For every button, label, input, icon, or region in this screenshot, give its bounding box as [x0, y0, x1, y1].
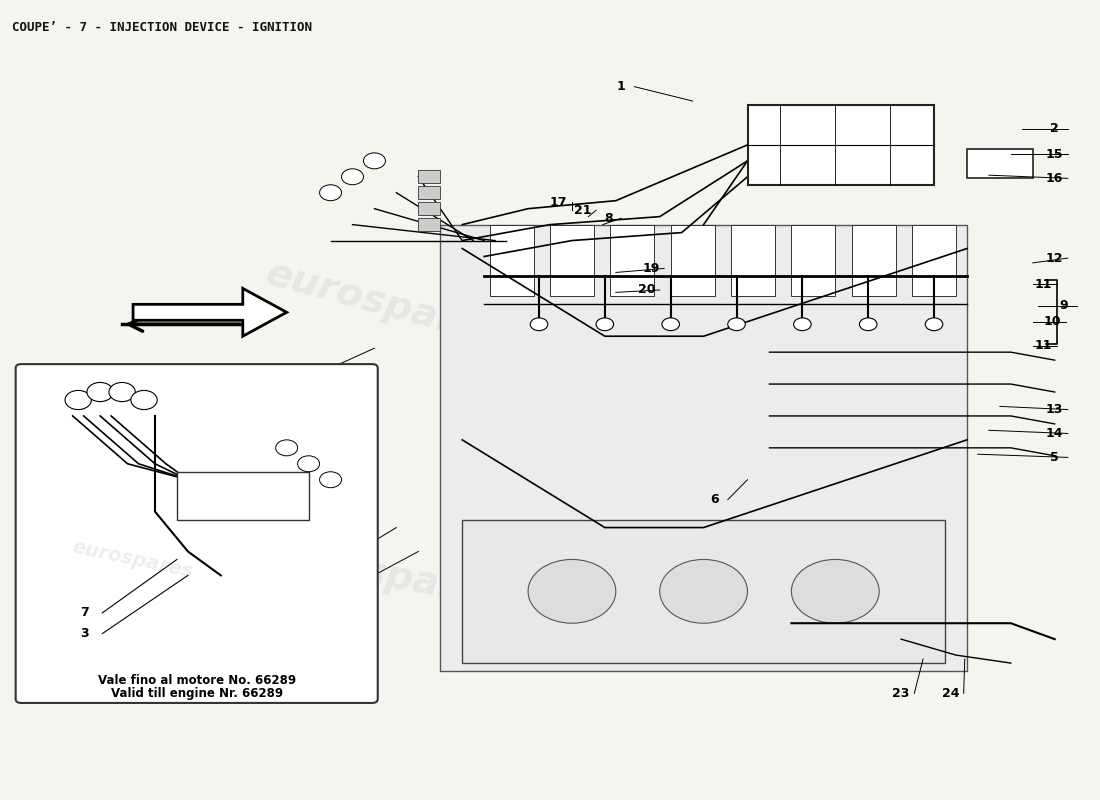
Text: COUPE’ - 7 - INJECTION DEVICE - IGNITION: COUPE’ - 7 - INJECTION DEVICE - IGNITION — [12, 22, 312, 34]
Text: 4: 4 — [305, 394, 314, 406]
Circle shape — [859, 318, 877, 330]
Circle shape — [109, 382, 135, 402]
Text: 21: 21 — [574, 204, 592, 217]
Polygon shape — [732, 225, 774, 296]
Text: 15: 15 — [1046, 148, 1064, 161]
Circle shape — [320, 472, 341, 488]
Circle shape — [528, 559, 616, 623]
Text: 3: 3 — [80, 627, 89, 640]
Text: 12: 12 — [1046, 251, 1064, 265]
Circle shape — [276, 440, 298, 456]
Polygon shape — [418, 202, 440, 215]
Text: 2: 2 — [1050, 122, 1059, 135]
Text: 20: 20 — [638, 283, 656, 297]
Polygon shape — [440, 225, 967, 671]
Polygon shape — [912, 225, 956, 296]
Text: 13: 13 — [1046, 403, 1064, 416]
Polygon shape — [490, 225, 534, 296]
Text: Vale fino al motore No. 66289: Vale fino al motore No. 66289 — [98, 674, 296, 687]
Polygon shape — [177, 472, 309, 519]
Polygon shape — [418, 186, 440, 199]
Polygon shape — [133, 288, 287, 336]
Circle shape — [793, 318, 811, 330]
Polygon shape — [671, 225, 715, 296]
Circle shape — [87, 382, 113, 402]
Polygon shape — [610, 225, 654, 296]
Text: 24: 24 — [942, 687, 959, 700]
Text: eurospares: eurospares — [667, 535, 915, 615]
Polygon shape — [418, 218, 440, 231]
Circle shape — [320, 185, 341, 201]
Text: 11: 11 — [1035, 339, 1053, 352]
Text: 14: 14 — [1046, 427, 1064, 440]
Circle shape — [65, 390, 91, 410]
Circle shape — [791, 559, 879, 623]
Text: Valid till engine Nr. 66289: Valid till engine Nr. 66289 — [111, 687, 283, 700]
Polygon shape — [851, 225, 895, 296]
Text: 6: 6 — [711, 493, 719, 506]
Text: 16: 16 — [1046, 172, 1064, 185]
Text: eurospares: eurospares — [261, 535, 509, 615]
Text: 18: 18 — [300, 422, 317, 434]
Text: eurospares: eurospares — [70, 538, 196, 582]
Circle shape — [925, 318, 943, 330]
Text: 10: 10 — [333, 577, 350, 590]
Text: eurospares: eurospares — [667, 320, 915, 400]
Polygon shape — [418, 170, 440, 183]
Text: 1: 1 — [617, 80, 626, 93]
Polygon shape — [462, 519, 945, 663]
Text: 9: 9 — [1059, 299, 1068, 313]
Circle shape — [363, 153, 385, 169]
Text: 22: 22 — [300, 366, 318, 378]
Text: 8: 8 — [604, 212, 613, 225]
Polygon shape — [967, 149, 1033, 178]
Circle shape — [298, 456, 320, 472]
Polygon shape — [791, 225, 835, 296]
Text: 5: 5 — [1050, 451, 1059, 464]
Circle shape — [660, 559, 748, 623]
Polygon shape — [550, 225, 594, 296]
Circle shape — [530, 318, 548, 330]
Circle shape — [596, 318, 614, 330]
Text: eurospares: eurospares — [262, 254, 509, 354]
FancyBboxPatch shape — [15, 364, 377, 703]
Polygon shape — [748, 105, 934, 185]
Text: 10: 10 — [322, 553, 339, 566]
Text: 10: 10 — [1044, 315, 1061, 328]
Circle shape — [728, 318, 746, 330]
Text: 11: 11 — [1035, 278, 1053, 291]
Circle shape — [662, 318, 680, 330]
Circle shape — [131, 390, 157, 410]
Text: 23: 23 — [892, 687, 910, 700]
Text: 19: 19 — [642, 262, 660, 275]
Text: 7: 7 — [80, 606, 89, 619]
Text: 17: 17 — [550, 196, 568, 209]
Circle shape — [341, 169, 363, 185]
